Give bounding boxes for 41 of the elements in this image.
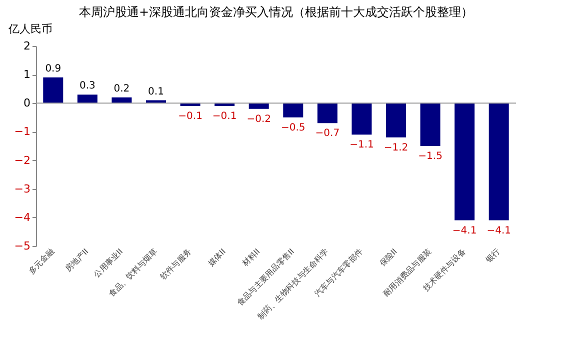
bar — [386, 103, 406, 138]
bar — [454, 103, 475, 220]
data-label: −0.5 — [280, 122, 306, 134]
data-label: −1.5 — [418, 151, 442, 162]
y-tick-label: 0 — [24, 96, 30, 110]
data-label: 0.9 — [45, 63, 62, 74]
data-label: 0.3 — [79, 80, 96, 92]
y-tick-label: −2 — [14, 154, 30, 167]
y-tick-label: −5 — [14, 240, 30, 252]
x-tick-label: 媒体II — [206, 246, 228, 268]
data-label: 0.1 — [148, 86, 164, 98]
x-tick-label: 银行 — [483, 246, 502, 266]
x-tick-label: 保险II — [378, 246, 399, 268]
chart-title: 本周沪股通+深股通北向资金净买入情况（根据前十大成交活跃个股整理） — [78, 5, 474, 19]
bar — [317, 103, 338, 124]
bar — [488, 103, 509, 220]
data-label: −1.2 — [384, 142, 408, 154]
y-tick-label: 2 — [24, 40, 30, 52]
data-label: −0.1 — [212, 111, 237, 122]
data-label: −0.7 — [315, 128, 340, 140]
y-tick-label: −4 — [14, 210, 30, 224]
data-label: −1.1 — [350, 140, 374, 151]
bar — [352, 103, 372, 135]
y-tick-label: −1 — [14, 125, 30, 138]
data-label: 0.2 — [114, 83, 130, 94]
data-label: −0.2 — [246, 114, 272, 125]
x-tick-label: 材料II — [240, 246, 262, 269]
y-tick-label: 1 — [24, 68, 30, 82]
x-tick-label: 公用事业II — [92, 246, 125, 280]
data-label: −0.1 — [178, 111, 202, 122]
bar — [43, 77, 64, 104]
x-tick-label: 房地产II — [64, 246, 90, 274]
bar — [283, 103, 304, 118]
bar — [248, 103, 269, 109]
y-tick-label: −3 — [14, 182, 30, 196]
data-label: −4.1 — [486, 225, 512, 236]
x-tick-label: 软件与服务 — [158, 246, 194, 282]
y-axis-title: 亿人民币 — [8, 22, 52, 36]
bar — [420, 103, 440, 146]
data-label: −4.1 — [452, 225, 477, 236]
bar — [77, 94, 98, 104]
